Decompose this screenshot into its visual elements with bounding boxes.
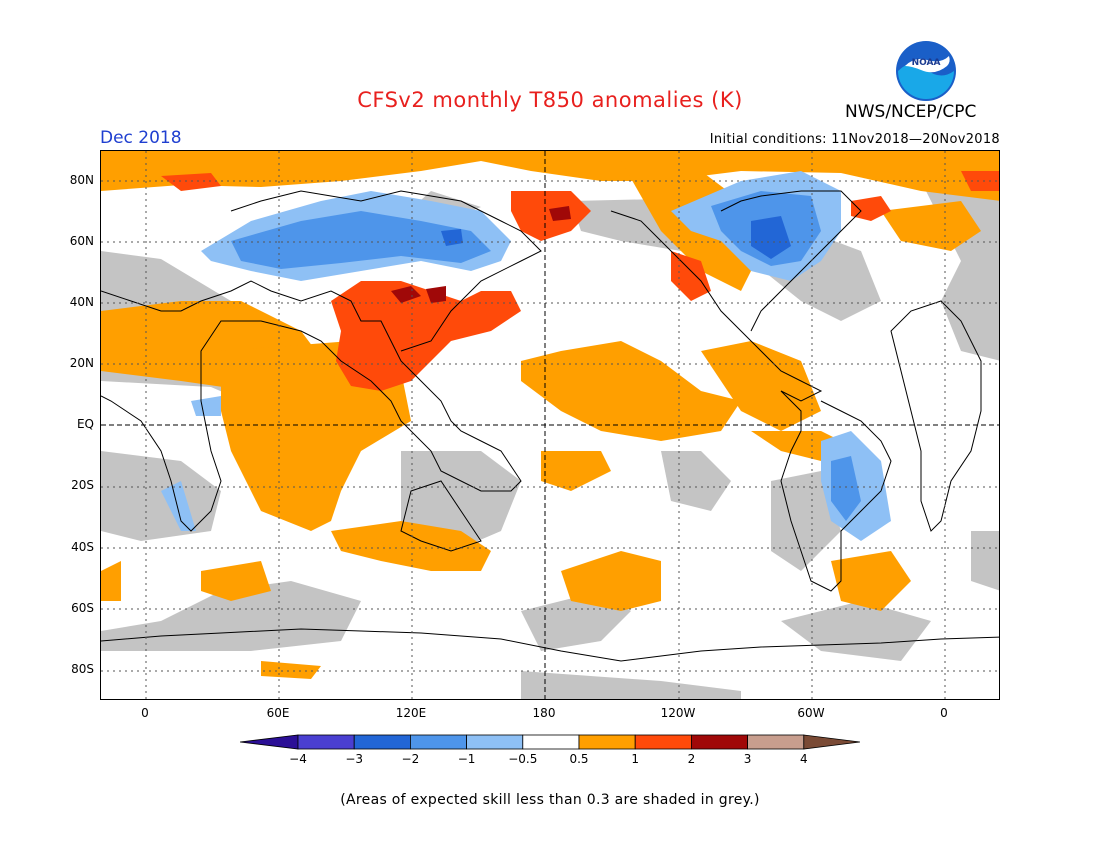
- legend-swatch: [578, 734, 636, 750]
- legend-swatch: [634, 734, 692, 750]
- initial-conditions: Initial conditions: 11Nov2018—20Nov2018: [709, 132, 1000, 147]
- legend-bar: [240, 734, 860, 750]
- legend-arrow-low: [240, 734, 299, 750]
- lon-label: 120W: [660, 706, 696, 720]
- legend-tick-label: 4: [799, 752, 808, 766]
- lat-label: 60N: [69, 234, 94, 248]
- lat-label: 60S: [71, 601, 94, 615]
- lon-label: 120E: [395, 706, 427, 720]
- color-legend: [240, 734, 860, 750]
- strong-cold-areas: [231, 191, 861, 521]
- legend-swatch: [353, 734, 411, 750]
- legend-tick-label: 3: [743, 752, 752, 766]
- graticule: [101, 151, 999, 699]
- legend-tick-label: −4: [289, 752, 307, 766]
- legend-tick-label: −1: [457, 752, 476, 766]
- very-strong-cold-areas: [441, 216, 791, 259]
- lat-label: EQ: [76, 417, 94, 431]
- legend-arrow-high: [803, 734, 860, 750]
- lon-label: 0: [141, 706, 149, 720]
- lon-label: 60W: [797, 706, 825, 720]
- noaa-logo-icon: NOAA: [896, 41, 956, 101]
- legend-tick-label: −0.5: [508, 752, 538, 766]
- skill-note: (Areas of expected skill less than 0.3 a…: [340, 792, 760, 808]
- legend-swatch: [297, 734, 355, 750]
- legend-tick-label: 2: [687, 752, 696, 766]
- org-label: NWS/NCEP/CPC: [845, 102, 977, 122]
- coastlines: [101, 190, 999, 662]
- legend-swatch: [409, 734, 467, 750]
- forecast-month: Dec 2018: [100, 128, 182, 148]
- legend-tick-label: −3: [345, 752, 364, 766]
- anomaly-map: [100, 150, 1000, 700]
- lat-label: 20N: [69, 356, 94, 370]
- lon-label: 0: [940, 706, 948, 720]
- lat-label: 20S: [71, 478, 94, 492]
- map-title: CFSv2 monthly T850 anomalies (K): [357, 88, 743, 112]
- lon-label: 180: [532, 706, 556, 720]
- lat-label: 40N: [69, 295, 94, 309]
- lon-label: 60E: [266, 706, 290, 720]
- lat-label: 40S: [71, 540, 94, 554]
- very-strong-warm-areas: [391, 206, 571, 303]
- lat-label: 80S: [71, 662, 94, 676]
- equator-dateline: [101, 151, 999, 699]
- lat-label: 80N: [69, 173, 94, 187]
- legend-swatch: [747, 734, 805, 750]
- legend-swatch: [466, 734, 524, 750]
- legend-tick-label: 0.5: [569, 752, 589, 766]
- legend-swatch: [522, 734, 580, 750]
- svg-text:NOAA: NOAA: [912, 58, 941, 68]
- legend-tick-label: 1: [631, 752, 639, 766]
- map-canvas: [101, 151, 999, 699]
- legend-swatch: [690, 734, 748, 750]
- legend-tick-label: −2: [401, 752, 420, 766]
